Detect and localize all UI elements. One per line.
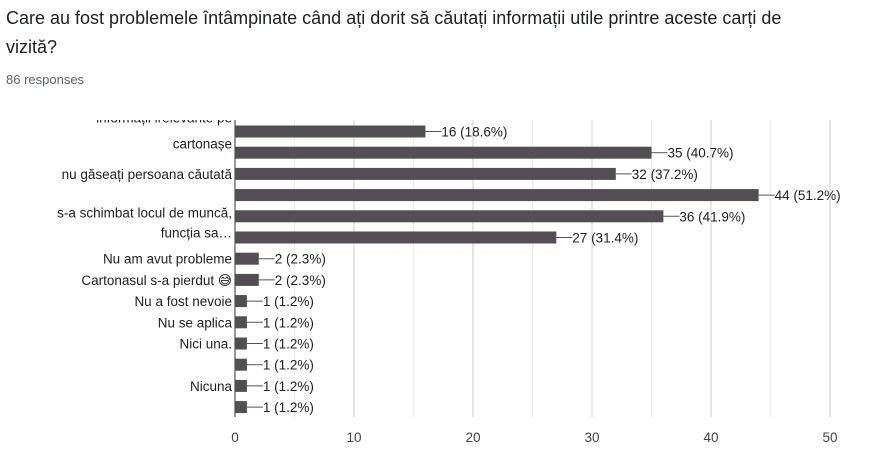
bar [235, 401, 247, 414]
data-label: 16 (18.6%) [441, 125, 507, 140]
data-label: 1 (1.2%) [263, 337, 314, 352]
question-title: Care au fost problemele întâmpinate când… [6, 8, 782, 57]
data-label: 1 (1.2%) [263, 315, 314, 330]
data-label: 1 (1.2%) [263, 294, 314, 309]
bar [235, 358, 247, 371]
category-label: Nu se aplica [158, 315, 233, 330]
category-label: Nu am avut probleme [103, 252, 232, 267]
responses-count: 86 responses [6, 72, 85, 87]
category-labels: informații irelevante pe cartonașe nu găse… [57, 111, 233, 394]
data-label: 1 (1.2%) [263, 379, 314, 394]
category-label: nu găseați persoana căutată [62, 167, 233, 182]
data-label: 2 (2.3%) [275, 252, 326, 267]
bar [235, 295, 247, 308]
category-label: s-a schimbat locul de muncă, [57, 205, 232, 220]
data-label: 36 (41.9%) [679, 209, 745, 224]
category-label: Nicuna [190, 379, 233, 394]
bar [235, 252, 259, 265]
data-label: 32 (37.2%) [632, 167, 698, 182]
category-label: cartonașe [173, 137, 232, 152]
x-tick-label: 50 [822, 430, 837, 445]
bar [235, 210, 664, 223]
data-label: 1 (1.2%) [263, 400, 314, 415]
bar [235, 189, 759, 202]
x-tick-label: 30 [584, 430, 599, 445]
bar [235, 379, 247, 392]
category-label: informații irelevante pe [96, 111, 232, 126]
data-label: 44 (51.2%) [775, 188, 841, 203]
category-label: Nu a fost nevoie [134, 294, 232, 309]
category-label: Cartonasul s-a pierdut 😅 [81, 273, 232, 288]
bar [235, 316, 247, 329]
x-tick-label: 0 [231, 430, 239, 445]
bar [235, 125, 426, 138]
data-label: 1 (1.2%) [263, 358, 314, 373]
data-label: 27 (31.4%) [572, 231, 638, 246]
data-label: 35 (40.7%) [668, 146, 734, 161]
x-tick-label: 40 [703, 430, 718, 445]
bar [235, 337, 247, 350]
category-label: funcția sa… [161, 225, 232, 240]
category-label: Nici una. [179, 337, 232, 352]
data-label: 2 (2.3%) [275, 273, 326, 288]
bar [235, 273, 259, 286]
x-tick-label: 10 [346, 430, 361, 445]
grid-lines [234, 120, 831, 417]
bar [235, 167, 616, 180]
bar [235, 146, 652, 159]
bar [235, 231, 557, 244]
x-tick-label: 20 [465, 430, 480, 445]
